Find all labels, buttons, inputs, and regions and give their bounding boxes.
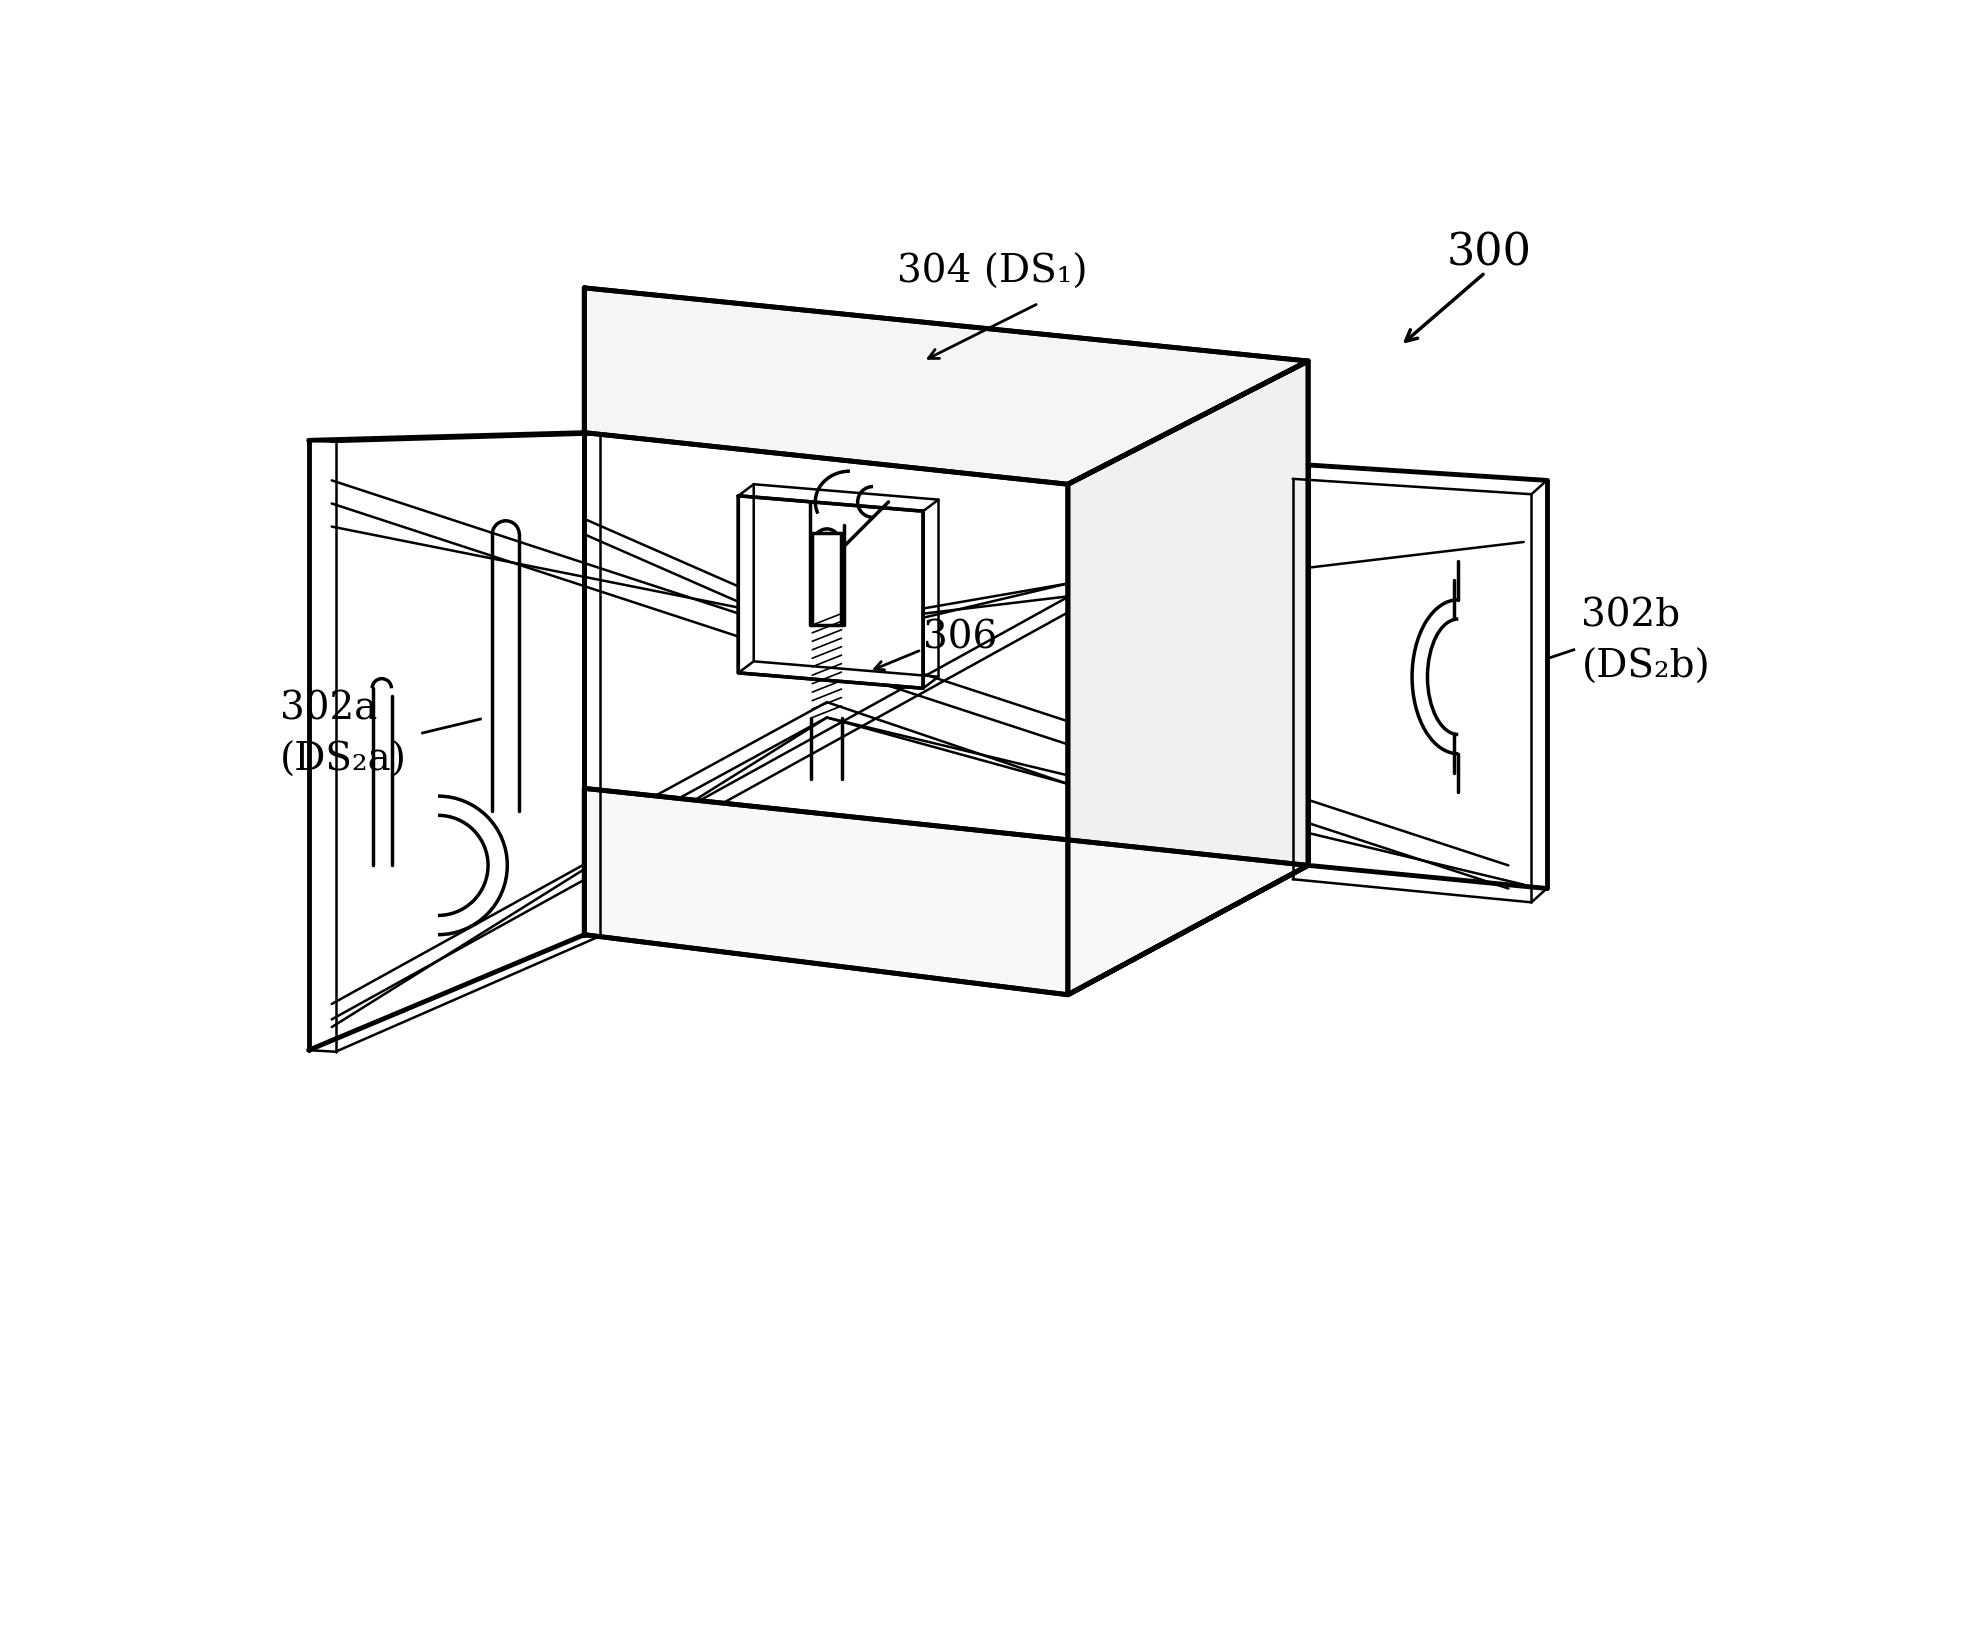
- Polygon shape: [1068, 362, 1309, 995]
- Text: 302b
(DS₂b): 302b (DS₂b): [1581, 598, 1710, 686]
- Polygon shape: [584, 788, 1309, 995]
- Polygon shape: [739, 495, 923, 689]
- Polygon shape: [584, 288, 1309, 484]
- Text: 306: 306: [923, 619, 997, 656]
- Bar: [812, 533, 842, 626]
- Text: 300: 300: [1446, 231, 1531, 275]
- Text: 302a
(DS₂a): 302a (DS₂a): [280, 691, 407, 779]
- Text: 304 (DS₁): 304 (DS₁): [898, 254, 1088, 292]
